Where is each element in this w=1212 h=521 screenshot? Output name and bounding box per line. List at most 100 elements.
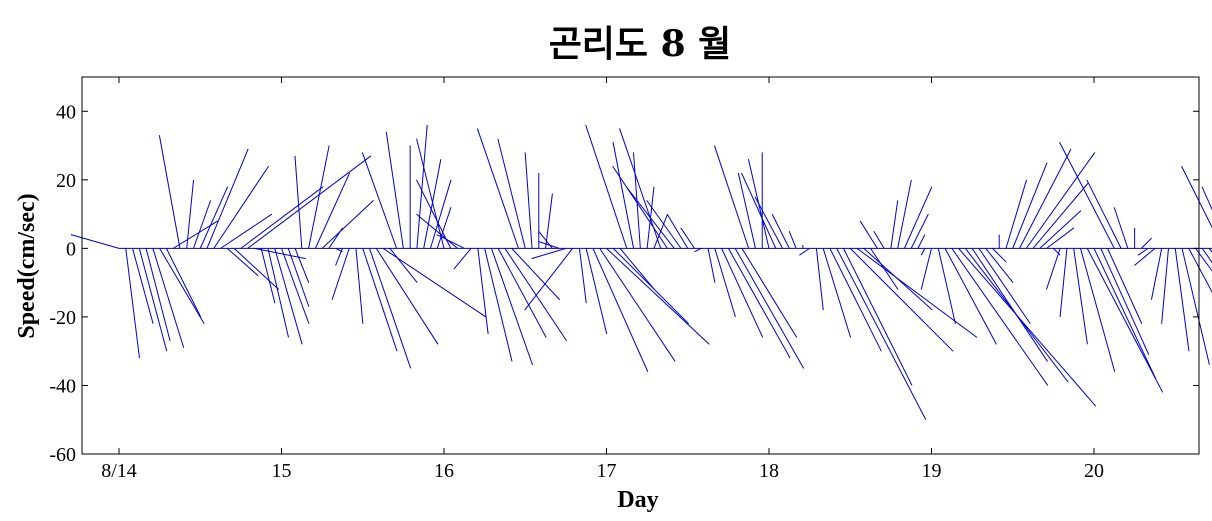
stick-vector [1059, 141, 1115, 249]
stick-vector [524, 248, 574, 311]
stick-vector [477, 248, 489, 335]
stick-vector [741, 248, 798, 338]
stick-vector [389, 248, 418, 283]
stick-vector [158, 135, 181, 249]
stick-vector [606, 247, 710, 345]
stick-vector [1181, 248, 1210, 366]
x-tick-label: 17 [597, 460, 617, 482]
stick-vector [497, 138, 526, 249]
stick-vector [138, 248, 168, 352]
stick-vector [490, 248, 533, 366]
stick-vector [863, 247, 933, 311]
stick-vector [504, 248, 568, 342]
stick-vector [267, 248, 290, 338]
stick-vector [484, 248, 513, 362]
stick-vector [375, 248, 439, 345]
stick-vector [815, 248, 824, 311]
stick-vector [385, 131, 404, 249]
stick-vector [713, 145, 750, 249]
stick-vector [1113, 207, 1129, 249]
stick-vector [599, 248, 676, 362]
stick-vector [1053, 248, 1061, 256]
stick-vector [910, 213, 929, 249]
stick-vector [132, 248, 154, 324]
stick-vector [714, 248, 736, 318]
stick-vector [578, 248, 587, 304]
stick-vector [220, 213, 273, 249]
stick-vector [159, 248, 205, 325]
stick-vector [666, 213, 689, 249]
stick-vector [1107, 248, 1143, 324]
stick-vector [721, 248, 764, 338]
y-axis-ticks: 40 20 0 -20 -40 -60 [49, 101, 1199, 466]
stick-vector [822, 248, 852, 338]
stick-vector [1012, 162, 1048, 249]
stick-vector [416, 138, 445, 249]
stick-vector [625, 186, 675, 249]
stick-vector [870, 248, 899, 290]
stick-vector [294, 248, 310, 283]
stick-vector [545, 193, 553, 249]
stick-vector [165, 248, 202, 318]
x-tick-label: 8/14 [101, 460, 137, 482]
stick-vector [1046, 227, 1075, 249]
stick-vector [788, 231, 797, 249]
stick-vector [260, 248, 276, 304]
stick-vector [1195, 248, 1212, 272]
stick-vector [1134, 247, 1156, 266]
stick-vector [213, 165, 270, 249]
stick-vector [423, 159, 442, 249]
stick-vector [859, 220, 878, 249]
stick-vector [920, 248, 926, 256]
stick-vector [799, 247, 810, 256]
stick-vector [873, 230, 885, 249]
stick-vector [476, 128, 519, 249]
stick-vector [741, 172, 777, 249]
stick-vector [1039, 210, 1082, 249]
stick-vector [416, 179, 452, 249]
stick-vector [1086, 248, 1164, 393]
stick-vector [958, 248, 1097, 407]
stick-vector [362, 248, 398, 352]
stick-vector [429, 179, 452, 249]
stick-vector [917, 234, 926, 249]
stick-vector [361, 152, 398, 249]
stick-vector [227, 247, 259, 277]
stick-vector [145, 248, 171, 342]
stick-vector [70, 234, 120, 249]
stick-vector [754, 196, 783, 249]
x-tick-label: 18 [759, 460, 779, 482]
stick-vector [281, 248, 310, 324]
stick-vector [585, 124, 628, 249]
stick-vector [436, 234, 465, 249]
x-tick-label: 20 [1084, 460, 1104, 482]
stick-vector [920, 248, 932, 290]
stick-vector [1201, 186, 1212, 211]
stick-vector [727, 248, 791, 359]
stick-vector [680, 227, 695, 249]
stick-vector [592, 248, 649, 372]
stick-vector [849, 248, 954, 352]
stick-vector [1181, 165, 1212, 229]
stick-vector [612, 142, 635, 249]
y-tick-label: -20 [49, 307, 76, 329]
stick-vector [382, 247, 487, 318]
stick-vector [206, 148, 249, 249]
stick-vector [436, 207, 452, 249]
stick-vector [1188, 248, 1212, 293]
x-axis-label: Day [617, 487, 658, 513]
stick-vector [1161, 248, 1169, 324]
y-tick-label: -60 [49, 444, 76, 466]
stick-vector [646, 200, 682, 249]
stick-vector [247, 155, 372, 249]
stick-vector [1093, 248, 1157, 379]
stick-vector [331, 248, 350, 300]
stick-vector [321, 200, 374, 249]
stick-vector [619, 128, 662, 249]
stick-vector [951, 248, 1049, 386]
stick-vector [843, 248, 913, 386]
stick-vector [1137, 247, 1149, 256]
stick-vector [199, 186, 229, 249]
stick-vector [585, 248, 608, 335]
stick-vector [1045, 248, 1061, 290]
